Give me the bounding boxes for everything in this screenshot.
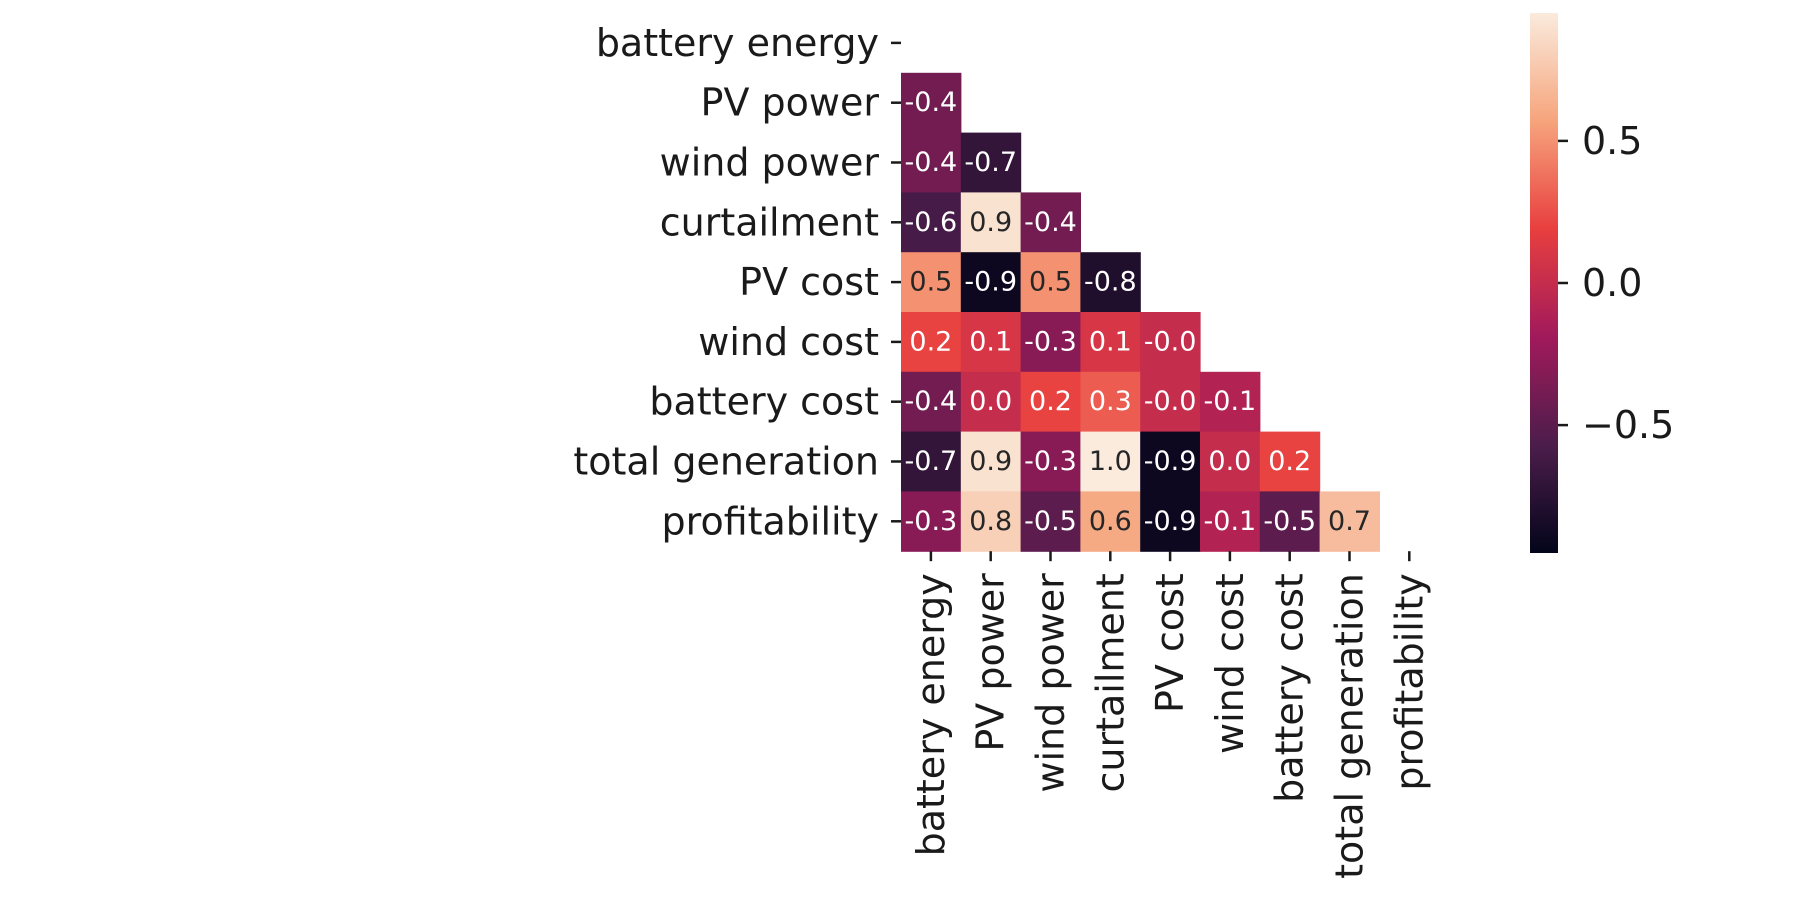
cell-value-label: 0.0 [969, 386, 1012, 417]
cell-value-label: 0.1 [969, 326, 1012, 357]
cell-value-label: 1.0 [1089, 446, 1132, 477]
cell-value-label: -0.3 [1024, 326, 1077, 357]
heatmap-cell-profitability-battery-cost [1259, 491, 1321, 552]
colorbar: 0.5 0.0 −0.5 [1530, 13, 1674, 553]
cell-value-label: 0.6 [1089, 506, 1132, 537]
y-tick-label-battery-energy: battery energy [596, 21, 879, 65]
y-tick-label-pv-cost: PV cost [739, 260, 879, 304]
x-tick-label-pv-power: PV power [969, 573, 1013, 752]
cell-value-label: -0.6 [905, 207, 958, 238]
heatmap-cell-wind-power-battery-energy [901, 132, 962, 193]
heatmap-cell-battery-cost-pv-power [960, 371, 1022, 433]
colorbar-tick-label: 0.0 [1582, 261, 1642, 305]
heatmap-cell-profitability-total-generation [1319, 491, 1380, 552]
heatmap-cell-battery-cost-battery-energy [901, 371, 962, 433]
cell-value-label: 0.5 [909, 267, 952, 298]
cell-value-label: -0.3 [1024, 446, 1077, 477]
heatmap-cell-pv-cost-pv-power [960, 252, 1022, 313]
cell-value-label: 0.9 [969, 446, 1012, 477]
cell-value-label: -0.5 [1263, 506, 1316, 537]
cell-value-label: -0.7 [905, 446, 958, 477]
heatmap-cell-battery-cost-curtailment [1080, 371, 1141, 433]
heatmap-cell-total-generation-pv-cost [1140, 431, 1201, 492]
heatmap-cell-profitability-battery-energy [901, 491, 962, 552]
heatmap-cell-wind-cost-battery-energy [901, 312, 962, 373]
cell-value-label: 0.8 [969, 506, 1012, 537]
cell-value-label: 0.5 [1029, 267, 1072, 298]
cell-value-label: -0.1 [1204, 386, 1257, 417]
cell-value-label: -0.9 [964, 267, 1017, 298]
heatmap-cell-total-generation-wind-power [1020, 431, 1081, 492]
heatmap-cell-total-generation-curtailment [1080, 431, 1141, 492]
heatmap-cell-pv-power-battery-energy [901, 72, 962, 134]
y-tick-label-curtailment: curtailment [660, 200, 879, 244]
cell-value-label: -0.4 [905, 147, 958, 178]
heatmap-cell-wind-power-pv-power [960, 132, 1022, 193]
cell-value-label: 0.3 [1089, 386, 1132, 417]
heatmap-cell-wind-cost-curtailment [1080, 312, 1141, 373]
cell-value-label: -0.7 [964, 147, 1017, 178]
cell-value-label: 0.7 [1328, 506, 1371, 537]
x-tick-label-pv-cost: PV cost [1148, 573, 1192, 713]
x-tick-label-total-generation: total generation [1328, 573, 1372, 879]
y-tick-label-wind-cost: wind cost [698, 320, 879, 364]
cell-value-label: 0.1 [1089, 326, 1132, 357]
heatmap-cell-profitability-wind-power [1020, 491, 1081, 552]
cell-value-label: 0.2 [909, 326, 952, 357]
y-tick-label-total-generation: total generation [573, 440, 879, 484]
cell-value-label: 0.2 [1268, 446, 1311, 477]
heatmap-cell-total-generation-battery-energy [901, 431, 962, 492]
colorbar-tick-label: −0.5 [1582, 403, 1674, 447]
y-tick-label-wind-power: wind power [660, 141, 880, 185]
cell-value-label: -0.0 [1144, 386, 1197, 417]
cell-value-label: -0.4 [905, 87, 958, 118]
heatmap-cell-curtailment-battery-energy [901, 192, 962, 253]
heatmap-cell-profitability-wind-cost [1200, 491, 1261, 552]
heatmap-cells: -0.4-0.4 -0.7-0.6 0.9 -0.40.5 -0.9 0.5 -0.80.2… [901, 72, 1380, 552]
x-tick-label-battery-cost: battery cost [1268, 573, 1312, 803]
heatmap-cell-battery-cost-pv-cost [1140, 371, 1201, 433]
x-tick-label-curtailment: curtailment [1088, 573, 1132, 792]
heatmap-cell-pv-cost-battery-energy [901, 252, 962, 313]
heatmap-cell-wind-cost-wind-power [1020, 312, 1081, 373]
y-tick-label-profitability: profitability [662, 499, 879, 543]
cell-value-label: -0.9 [1144, 506, 1197, 537]
heatmap-cell-total-generation-pv-power [960, 431, 1022, 492]
cell-value-label: -0.4 [1024, 207, 1077, 238]
heatmap-cell-profitability-pv-cost [1140, 491, 1201, 552]
cell-value-label: -0.1 [1204, 506, 1257, 537]
y-tick-label-battery-cost: battery cost [649, 380, 879, 424]
column-tick-labels: battery energy PV power wind power curtailm… [909, 551, 1431, 879]
colorbar-tick-label: 0.5 [1582, 119, 1642, 163]
heatmap-cell-curtailment-pv-power [960, 192, 1022, 253]
x-tick-label-wind-power: wind power [1029, 573, 1073, 793]
cell-value-label: 0.9 [969, 207, 1012, 238]
cell-value-label: -0.9 [1144, 446, 1197, 477]
cell-value-label: -0.4 [905, 386, 958, 417]
heatmap-cell-total-generation-wind-cost [1200, 431, 1261, 492]
cell-value-label: -0.5 [1024, 506, 1077, 537]
cell-value-label: -0.8 [1084, 267, 1137, 298]
heatmap-cell-wind-cost-pv-cost [1140, 312, 1201, 373]
colorbar-gradient [1530, 13, 1558, 553]
heatmap-cell-curtailment-wind-power [1020, 192, 1081, 253]
x-tick-label-wind-cost: wind cost [1208, 573, 1252, 754]
heatmap-cell-profitability-pv-power [960, 491, 1022, 552]
heatmap-cell-total-generation-battery-cost [1259, 431, 1321, 492]
x-tick-label-battery-energy: battery energy [909, 573, 953, 856]
y-tick-label-pv-power: PV power [701, 81, 880, 125]
x-tick-label-profitability: profitability [1387, 573, 1431, 790]
heatmap-cell-wind-cost-pv-power [960, 312, 1022, 373]
cell-value-label: -0.3 [905, 506, 958, 537]
cell-value-label: 0.2 [1029, 386, 1072, 417]
heatmap-cell-pv-cost-curtailment [1080, 252, 1141, 313]
cell-value-label: 0.0 [1208, 446, 1251, 477]
cell-value-label: -0.0 [1144, 326, 1197, 357]
heatmap-cell-pv-cost-wind-power [1020, 252, 1081, 313]
heatmap-cell-profitability-curtailment [1080, 491, 1141, 552]
heatmap-cell-battery-cost-wind-power [1020, 371, 1081, 433]
heatmap-cell-battery-cost-wind-cost [1200, 371, 1261, 433]
row-tick-labels: battery energy PV power wind power curtailm… [573, 21, 901, 543]
